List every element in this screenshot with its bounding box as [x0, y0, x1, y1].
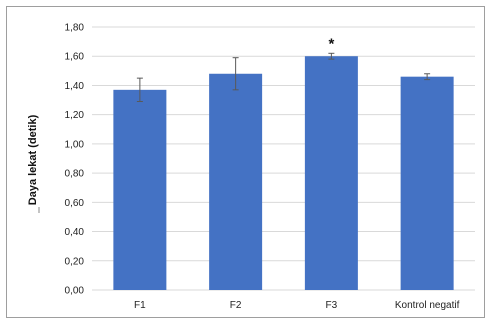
y-tick-label: 1,80	[65, 23, 85, 34]
y-tick-label: 1,00	[65, 139, 85, 150]
x-tick-label: F1	[134, 300, 146, 311]
annotations: *	[328, 35, 334, 52]
y-tick-label: 0,80	[65, 169, 85, 180]
bars	[113, 56, 454, 290]
x-tick-labels: F1 F2 F3 Kontrol negatif	[134, 300, 460, 311]
y-tick-label: 0,60	[65, 198, 85, 209]
y-axis-label: Daya lekat (detik)	[27, 114, 39, 205]
y-tick-label: 1,20	[65, 110, 85, 121]
y-tick-label: 0,00	[65, 286, 85, 297]
bar	[113, 89, 167, 290]
y-tick-label: 1,60	[65, 52, 85, 63]
y-tick-label: 1,40	[65, 81, 85, 92]
y-tick-labels: 0,00 0,20 0,40 0,60 0,80 1,00 1,20 1,40 1,60 1,80	[65, 23, 85, 297]
bar	[400, 76, 454, 290]
significance-annotation: *	[328, 35, 334, 52]
error-bars	[136, 52, 431, 103]
x-tick-label: F3	[326, 300, 338, 311]
x-tick-label: F2	[230, 300, 242, 311]
y-tick-label: 0,40	[65, 227, 85, 238]
bar	[304, 56, 358, 290]
y-tick-label: 0,20	[65, 256, 85, 267]
bar	[209, 73, 263, 290]
x-tick-label: Kontrol negatif	[395, 300, 460, 311]
